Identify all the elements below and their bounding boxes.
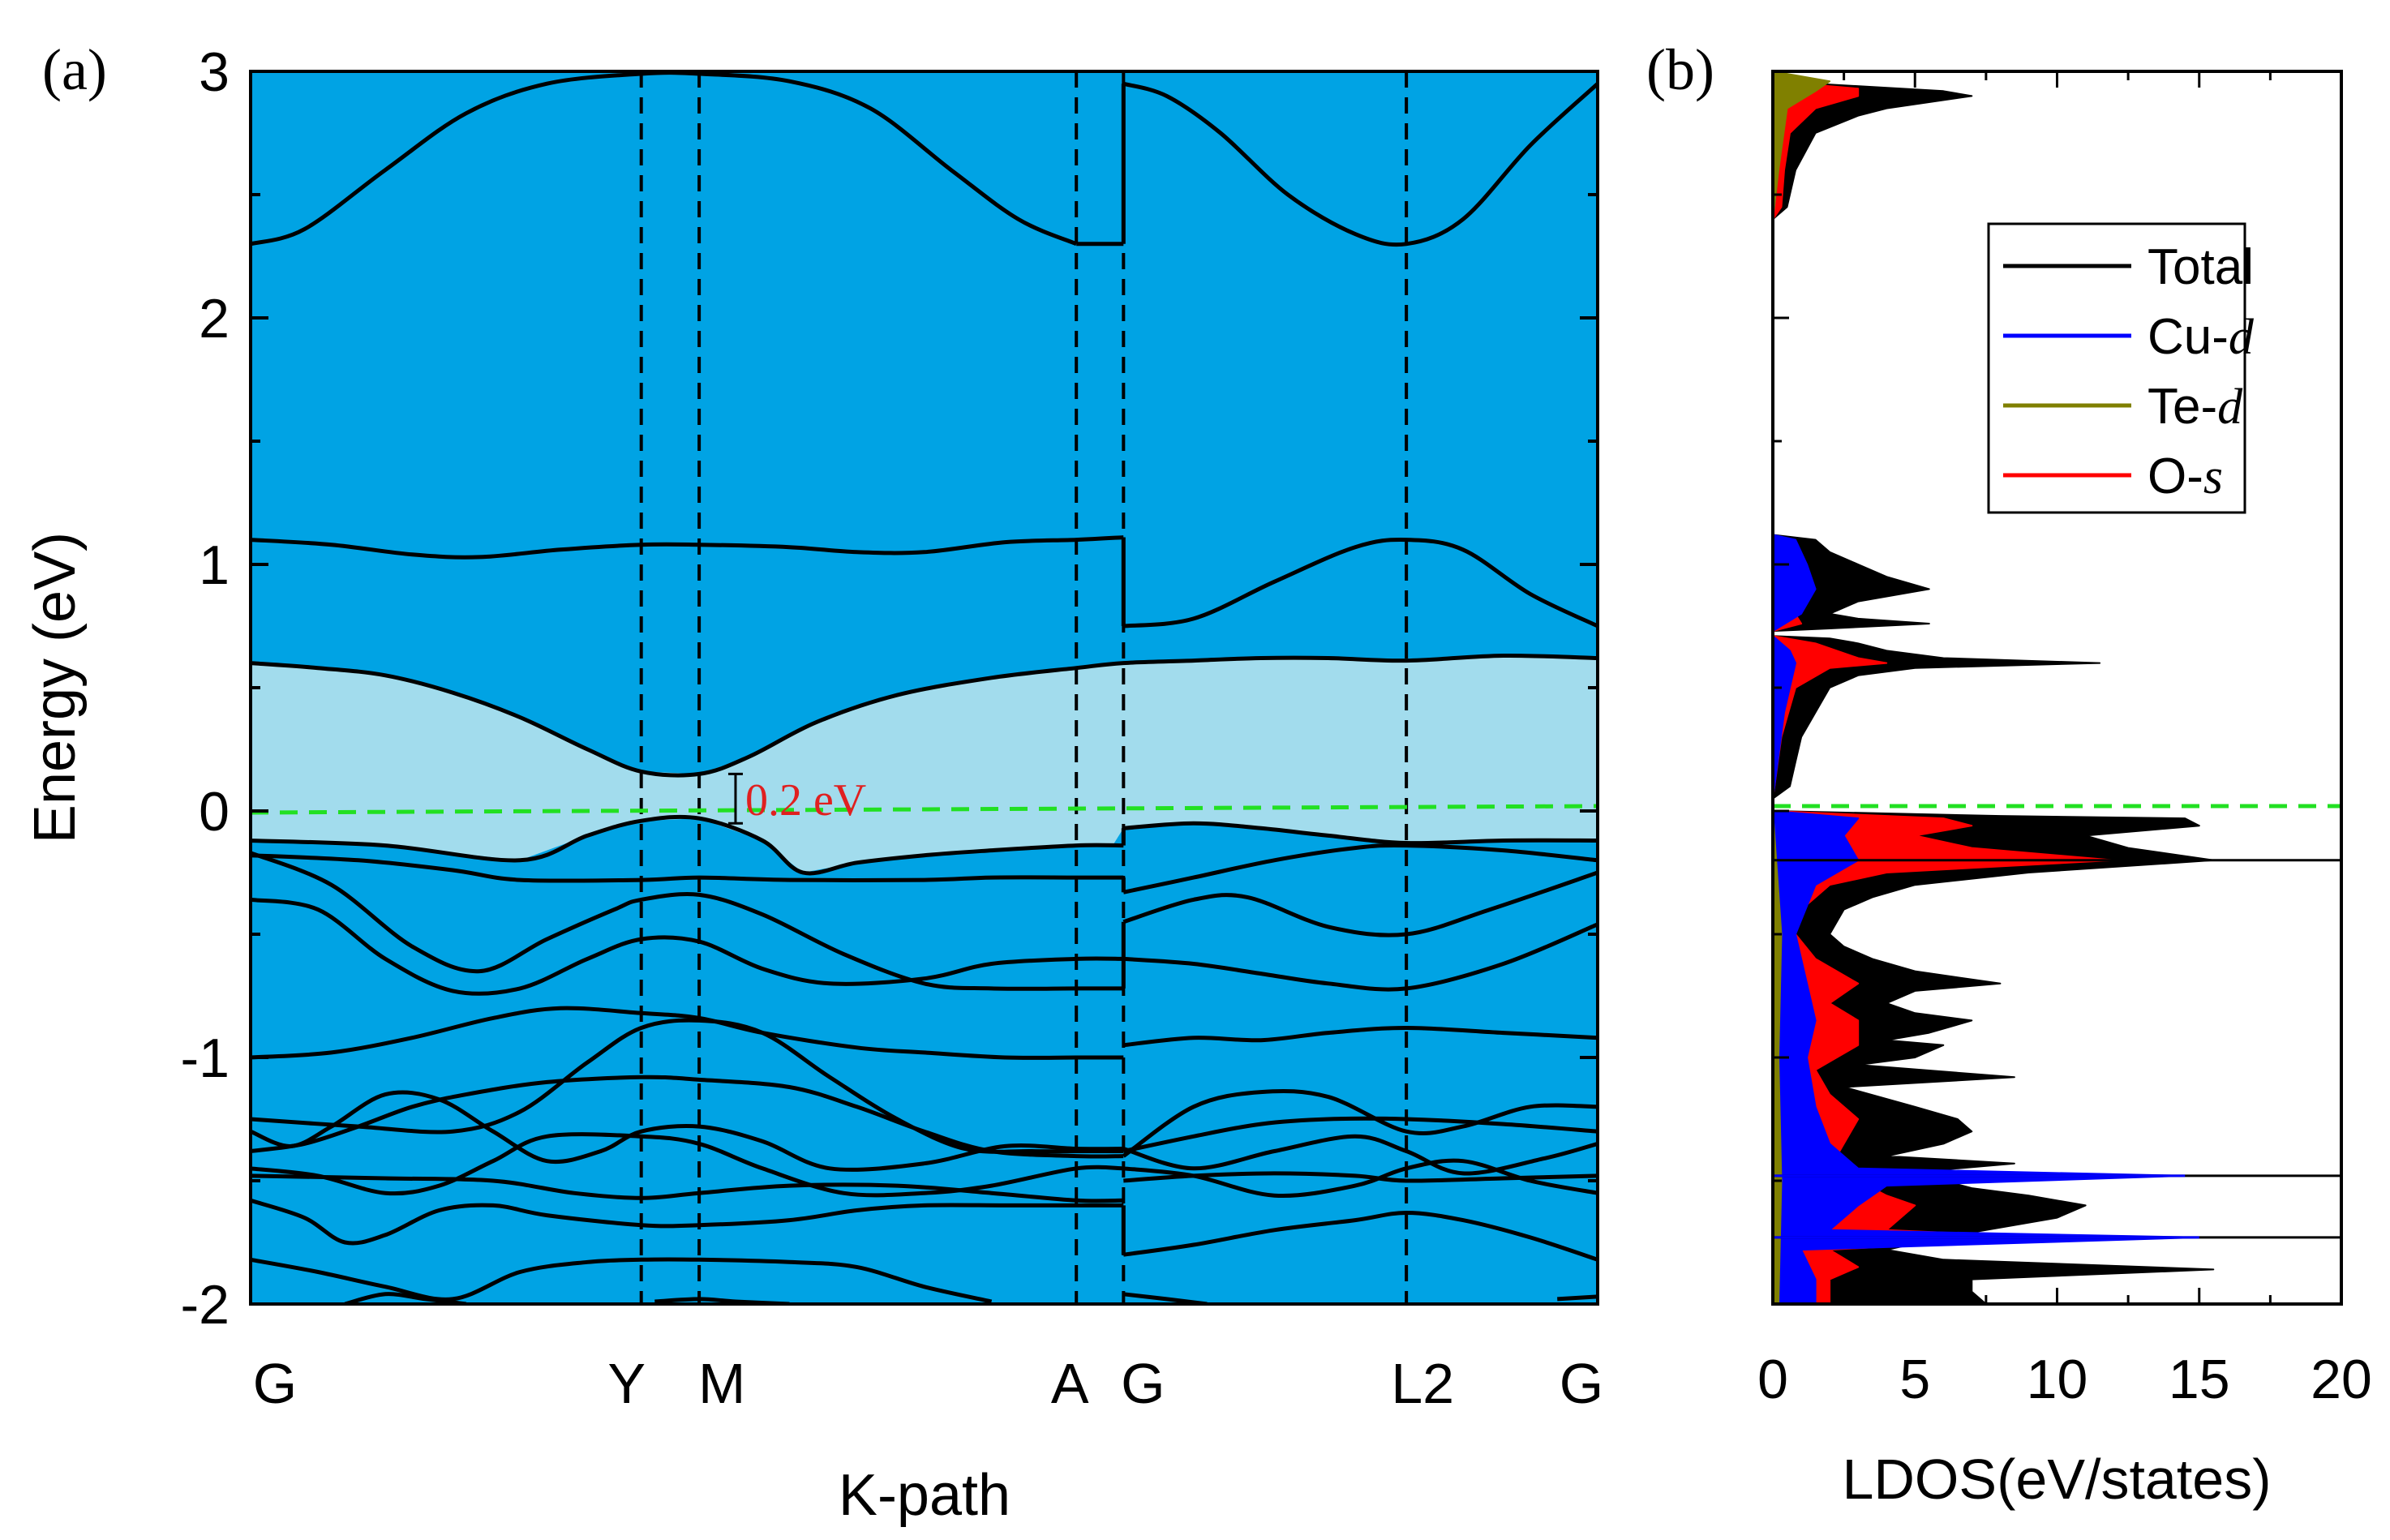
- energy-tick-label: 2: [199, 288, 230, 350]
- band-vb-top-b: [1123, 821, 1598, 846]
- band-vb-5b: [1123, 1026, 1598, 1048]
- legend-label-prefix: Te-: [2148, 379, 2217, 435]
- energy-tick-label: 0: [199, 781, 230, 843]
- legend-label-suffix: s: [2203, 449, 2223, 504]
- kpoint-label: Y: [607, 1352, 646, 1415]
- energy-tick-label: 1: [199, 534, 230, 596]
- panel-label-a: (a): [42, 37, 107, 102]
- energy-tick-label: -1: [181, 1027, 230, 1089]
- band-gap-region: [251, 655, 1598, 873]
- band-vb-3b: [1122, 870, 1598, 937]
- band-cb-2.3c: [1122, 81, 1598, 247]
- legend-label: Te-d: [2148, 379, 2243, 435]
- legend-label: Cu-d: [2148, 309, 2255, 365]
- kpoint-label: A: [1051, 1352, 1089, 1415]
- legend-label-prefix: O-: [2148, 448, 2203, 504]
- legend-label: Total: [2148, 239, 2254, 295]
- kpoint-label: L2: [1391, 1352, 1454, 1415]
- gap-value-label: 0.2 eV: [745, 775, 866, 826]
- kpoint-label: G: [1121, 1352, 1165, 1415]
- kpoint-label: G: [1560, 1352, 1603, 1415]
- band-vb-8b: [1122, 1134, 1598, 1176]
- kpoint-dividers: [639, 71, 1409, 1304]
- band-vb-5: [251, 1006, 1124, 1060]
- band-vb-14: [344, 1292, 467, 1304]
- legend-entry: Te-d: [2003, 379, 2243, 435]
- band-vb-9: [251, 1132, 1124, 1198]
- band-vb-6b: [1122, 1116, 1598, 1153]
- legend-label-prefix: Cu-: [2148, 309, 2229, 365]
- band-vb-12: [251, 1257, 993, 1304]
- energy-axis-tick-labels: 3 2 1 0 -1 -2: [181, 41, 230, 1336]
- band-vb-11b: [1122, 1211, 1598, 1262]
- ldos-x-tick-label: 20: [2311, 1349, 2372, 1410]
- band-vb-3: [251, 851, 1124, 991]
- energy-tick-label: -2: [181, 1274, 230, 1336]
- band-vb-8: [251, 1090, 1124, 1172]
- band-vb-10b: [1123, 1171, 1598, 1183]
- kpoint-labels: G Y M A G L2 G: [253, 1352, 1603, 1415]
- band-x-axis-title: K-path: [839, 1463, 1010, 1528]
- legend-entry: Cu-d: [2003, 309, 2255, 365]
- band-cb-0.6: [251, 653, 1598, 778]
- band-vb-11: [251, 1198, 1124, 1246]
- ldos-x-axis-tick-labels: 0 5 10 15 20: [1757, 1349, 2372, 1410]
- legend-label: O-s: [2148, 448, 2223, 504]
- legend-entry: O-s: [2003, 448, 2223, 504]
- ldos-x-tick-label: 10: [2027, 1349, 2088, 1410]
- ldos-x-tick-label: 0: [1757, 1349, 1788, 1410]
- energy-tick-label: 3: [199, 41, 230, 103]
- fermi-level-line: [251, 804, 1598, 815]
- ldos-x-tick-label: 15: [2169, 1349, 2230, 1410]
- kpoint-label: G: [253, 1352, 297, 1415]
- energy-axis-ticks: [251, 70, 1598, 1306]
- band-cb-1.1b: [1123, 537, 1598, 628]
- legend-label-suffix: d: [2229, 310, 2255, 365]
- ldos-x-axis-ticks: [1771, 71, 2343, 1304]
- band-vb-top: [251, 814, 1124, 876]
- band-vb-16: [1557, 1294, 1598, 1302]
- ldos-energy-ticks: [1773, 70, 1789, 1306]
- ldos-panel: 0 5 10 15 20 (b) LDOS(eV/states) TotalCu-dTe…: [1646, 37, 2372, 1511]
- kpoint-label: M: [698, 1352, 745, 1415]
- legend-label-prefix: Total: [2148, 239, 2254, 295]
- legend-box: [1987, 222, 2246, 514]
- band-y-axis-title: Energy (eV): [23, 532, 88, 843]
- gap-annotation: 0.2 eV: [727, 772, 866, 826]
- ldos-x-axis-title: LDOS(eV/states): [1842, 1448, 2271, 1511]
- panel-label-b: (b): [1646, 37, 1714, 102]
- band-vb-7b: [1122, 1088, 1598, 1158]
- legend-entry: Total: [2003, 239, 2254, 295]
- ldos-x-tick-label: 5: [1899, 1349, 1930, 1410]
- band-vb-4b: [1123, 922, 1598, 992]
- legend-label-suffix: d: [2217, 380, 2243, 435]
- band-vb-2b: [1122, 843, 1598, 894]
- band-vb-4: [251, 897, 1124, 996]
